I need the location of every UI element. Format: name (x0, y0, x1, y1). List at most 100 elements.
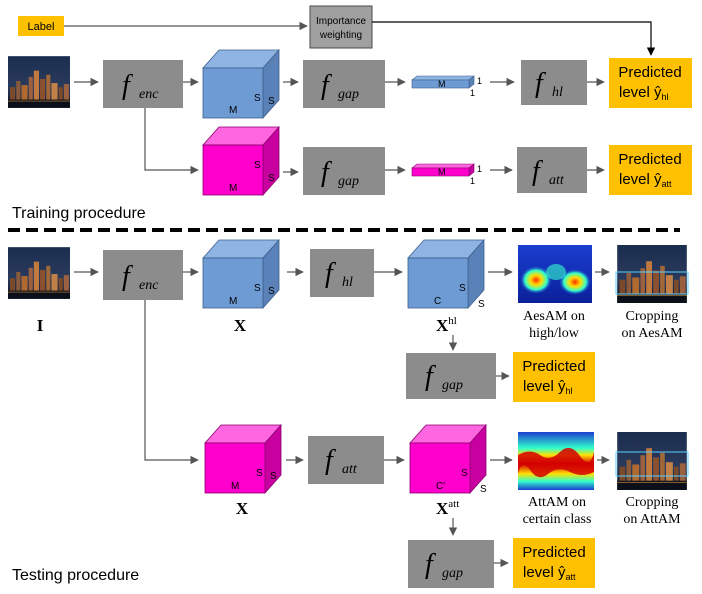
tmcube-dim-m: M (231, 481, 239, 492)
slab-dim-1a: 1 (477, 76, 482, 86)
cube-dim-m: M (229, 105, 237, 116)
slab-dim-m: M (438, 79, 446, 89)
testing-predicted-att-box: Predicted level ŷatt (513, 538, 595, 588)
t-pred-att-line2: level ŷatt (523, 564, 576, 582)
training-input-image (8, 56, 70, 108)
aesam-caption-2: high/low (529, 326, 580, 341)
t-f-hl-f: f (325, 258, 336, 289)
f-hl-f: f (535, 68, 546, 99)
arrow-importance-to-pred (372, 21, 656, 56)
mcube-dim-s1: S (254, 160, 261, 171)
input-label-i: I (37, 316, 44, 335)
mslab-dim-m: M (438, 167, 446, 177)
f-gap2-sub: gap (338, 174, 359, 189)
f-enc-sub: enc (139, 87, 159, 102)
mslab-dim-1a: 1 (477, 164, 482, 174)
mslab-dim-1b: 1 (470, 176, 475, 186)
tmcube-dim-s1: S (256, 468, 263, 479)
xhl-label: Xhl (436, 315, 457, 335)
training-blue-slab: M 1 1 (411, 75, 482, 98)
importance-text-line2: weighting (319, 30, 362, 41)
t-f-gap-sub: gap (442, 378, 463, 393)
attam-caption-1: AttAM on (528, 495, 586, 510)
testing-blue-cube-x: M S S (202, 238, 280, 310)
attam-caption-2: certain class (523, 512, 592, 527)
f-enc-f: f (122, 70, 133, 101)
crop-attam-image (617, 432, 687, 490)
t-pred-att-line1: Predicted (522, 544, 585, 561)
f-gap-f: f (321, 70, 332, 101)
testing-f-att-box: f att (308, 436, 384, 484)
t-pred-hl-line1: Predicted (522, 358, 585, 375)
tmcube-dim-s2: S (270, 471, 277, 482)
pred-att-line1: Predicted (618, 151, 681, 168)
testing-f-gap-box-att: f gap (408, 540, 494, 588)
pred-att-line2: level ŷatt (619, 171, 672, 189)
t-f-gap-f: f (425, 361, 436, 392)
t-f-att-sub: att (342, 462, 358, 477)
training-predicted-att-box: Predicted level ŷatt (609, 145, 692, 195)
tcube-dim-m: M (229, 296, 237, 307)
f-gap2-f: f (321, 157, 332, 188)
arrow-fenc-to-magenta-cube (144, 108, 199, 175)
xhl-dim-s2: S (478, 299, 485, 310)
aesam-caption-1: AesAM on (523, 309, 585, 324)
t-f-gap2-sub: gap (442, 566, 463, 581)
importance-text-line1: Importance (316, 16, 366, 27)
pred-hl-line1: Predicted (618, 64, 681, 81)
attam-heatmap (518, 432, 594, 490)
t-f-enc-sub: enc (139, 278, 159, 293)
testing-f-hl-box: f hl (310, 249, 374, 297)
x-label-2: X (236, 499, 249, 518)
label-box: Label (18, 16, 64, 36)
testing-title: Testing procedure (12, 567, 139, 584)
f-att-sub: att (549, 173, 565, 188)
aesam-heatmap (518, 245, 592, 303)
training-blue-cube: M S S (202, 48, 280, 120)
testing-input-image (8, 247, 70, 299)
crop-aesam-box (615, 271, 689, 295)
t-f-hl-sub: hl (342, 275, 353, 290)
testing-magenta-cube-xatt: C' S S (409, 423, 487, 495)
training-magenta-slab: M 1 1 (411, 163, 482, 186)
crop-attam-caption-1: Cropping (626, 495, 679, 510)
testing-f-gap-box-hl: f gap (406, 353, 496, 399)
t-f-att-f: f (325, 445, 336, 476)
testing-magenta-cube-x: M S S (204, 423, 282, 495)
crop-aesam-caption-2: on AesAM (621, 326, 683, 341)
xhl-dim-c: C (434, 296, 441, 307)
mcube-dim-s2: S (268, 173, 275, 184)
tcube-dim-s1: S (254, 283, 261, 294)
training-predicted-hl-box: Predicted level ŷhl (609, 58, 692, 108)
training-f-att-box: f att (517, 147, 587, 193)
training-magenta-cube: M S S (202, 125, 280, 197)
x-label: X (234, 316, 247, 335)
f-gap-sub: gap (338, 87, 359, 102)
t-f-gap2-f: f (425, 549, 436, 580)
training-title: Training procedure (12, 205, 146, 222)
t-pred-hl-line2: level ŷhl (523, 378, 573, 396)
pred-hl-line2: level ŷhl (619, 84, 669, 102)
testing-f-enc-box: f enc (103, 250, 183, 300)
mcube-dim-m: M (229, 183, 237, 194)
cube-dim-s2: S (268, 96, 275, 107)
xatt-dim-s1: S (461, 468, 468, 479)
training-f-enc-box: f enc (103, 60, 183, 108)
training-f-gap-box-bottom: f gap (303, 147, 385, 195)
cube-dim-s1: S (254, 93, 261, 104)
tcube-dim-s2: S (268, 286, 275, 297)
testing-blue-cube-xhl: C S S (407, 238, 485, 310)
crop-aesam-caption-1: Cropping (626, 309, 679, 324)
training-f-gap-box-top: f gap (303, 60, 385, 108)
xatt-dim-c: C' (436, 481, 445, 492)
training-f-hl-box: f hl (521, 60, 587, 105)
crop-attam-box (615, 451, 689, 477)
slab-dim-1b: 1 (470, 88, 475, 98)
f-hl-sub: hl (552, 85, 563, 100)
xhl-dim-s1: S (459, 283, 466, 294)
arrow-tfenc-to-mcube (144, 300, 199, 465)
importance-weighting-box: Importance weighting (309, 5, 373, 49)
xatt-dim-s2: S (480, 484, 487, 495)
testing-predicted-hl-box: Predicted level ŷhl (513, 352, 595, 402)
